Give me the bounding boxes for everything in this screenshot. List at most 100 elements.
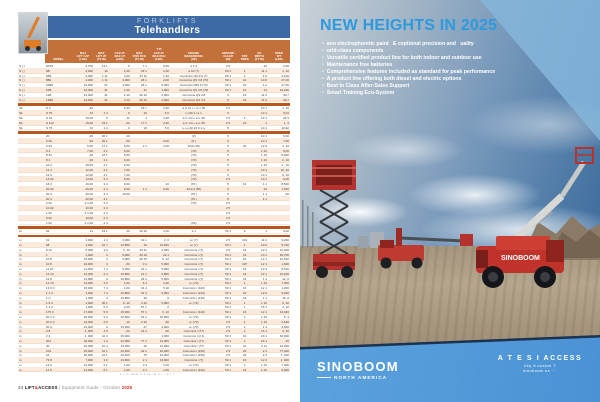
table-cell: ,00 bbox=[125, 329, 130, 334]
table-cell: 12 0 bbox=[261, 290, 267, 295]
table-row: Sk S 2 ,40 6,43 19 1 2,20 a C 14 i + a i+ 50 2 … bbox=[18, 106, 290, 112]
table-cell: 2 5 bbox=[225, 329, 231, 334]
table-cell: 1, 10 bbox=[282, 143, 289, 148]
table-cell: 5 bbox=[128, 64, 130, 68]
table-cell: Cummins QS 3.8 (70) bbox=[179, 87, 209, 92]
table-cell: 7 ,400 bbox=[280, 353, 289, 358]
table-cell: 10 0 bbox=[261, 78, 267, 83]
table-cell: 22 1 bbox=[163, 252, 169, 257]
table-cell: 3 0 bbox=[103, 247, 108, 252]
table-cell: 1 bbox=[243, 324, 246, 329]
table-cell: 27,00 bbox=[281, 78, 289, 83]
table-cell: 10 10 bbox=[139, 229, 147, 234]
table-cell: a i (7) bbox=[189, 238, 198, 243]
table-cell: 30 10 bbox=[139, 92, 147, 97]
table-cell: 1 bbox=[243, 362, 246, 367]
table-cell: 6 1 bbox=[142, 281, 147, 286]
table-cell: m bbox=[19, 305, 22, 310]
table-cell: 10,00 bbox=[85, 115, 93, 120]
table-cell: 11 1 bbox=[261, 68, 267, 73]
table-cell: 14,000 bbox=[120, 343, 130, 348]
table-cell: 10 bbox=[143, 125, 147, 130]
table-cell: 12 10 bbox=[46, 271, 54, 276]
table-cell: 20 10 bbox=[139, 252, 147, 257]
table-cell: 20 4 bbox=[46, 196, 52, 201]
table-cell: 16, 0 bbox=[282, 295, 289, 300]
table-cell: Cummins i (7) bbox=[184, 252, 204, 257]
table-cell: 2 4 bbox=[262, 353, 267, 358]
table-cell bbox=[18, 221, 45, 226]
table-cell: 24,000 bbox=[83, 324, 93, 329]
table-cell: S 10 bbox=[46, 115, 53, 120]
table-cell: 5,00 bbox=[163, 64, 169, 68]
table-cell: 50 1 bbox=[225, 343, 231, 348]
table-cell: 12,000 bbox=[159, 338, 169, 343]
table-cell: 20,00 bbox=[85, 191, 93, 196]
column-header: MAX LIFT CAP (LBS) bbox=[76, 51, 90, 62]
table-cell: 6,00 bbox=[123, 158, 130, 163]
table-cell: , 10 bbox=[163, 182, 169, 187]
table-cell: 5,700 bbox=[281, 242, 289, 247]
table-row: m 20 2 C 24,000 2 0 , 10 2 10 ,00 a i (73) 2 5 1 1… bbox=[18, 319, 290, 325]
table-cell: (70) bbox=[191, 167, 197, 172]
table-cell: 12, 0 bbox=[282, 276, 289, 281]
table-cell: m bbox=[19, 324, 22, 329]
table-cell: 20 bbox=[242, 353, 247, 358]
table-cell: 16 bbox=[242, 92, 247, 97]
table-cell: 67 1 bbox=[141, 305, 147, 310]
table-cell: 10 bbox=[242, 343, 247, 348]
table-cell: 31 4 bbox=[141, 286, 147, 291]
table-cell: 50 1 bbox=[225, 262, 231, 267]
table-cell: 30,000 bbox=[83, 338, 93, 343]
table-cell: 0 bbox=[167, 305, 169, 310]
table-cell: Cummins i (7) bbox=[184, 257, 204, 262]
table-row: S ( ) 6B2 4,000 1 11 4,00 27 11 1,10 Cummins QS… bbox=[18, 73, 290, 79]
table-cell: 77,400 bbox=[279, 348, 289, 353]
table-cell: a i (73) bbox=[189, 362, 199, 367]
table-cell: 1 bbox=[46, 252, 48, 257]
table-cell: 5 bbox=[227, 111, 229, 116]
table-row: m 73 8 7,000 3 0 13,600 2 1 13,600 Cummins i (7… bbox=[18, 358, 290, 363]
table-cell: 19 1 bbox=[141, 106, 147, 111]
table-cell: 20 3 bbox=[46, 191, 52, 196]
table-cell: 1 bbox=[145, 115, 147, 120]
table-cell: Cummins i (7) bbox=[184, 247, 204, 252]
footer-guide-text: | Equipment Guide - October bbox=[59, 385, 122, 390]
feature-bullet: • Comprehensive features included as stan… bbox=[322, 69, 584, 75]
table-cell: 12 1 bbox=[261, 271, 267, 276]
table-row: 6 34 5,00 17 1 6,00 2 1 2,00 6/10 (10) 5 20 13 0 1… bbox=[18, 143, 290, 149]
table-cell: 4,000 bbox=[85, 238, 93, 243]
table-cell: ,00 bbox=[164, 319, 169, 324]
table-cell: 16 bbox=[242, 271, 247, 276]
table-cell: 10 1 bbox=[261, 252, 267, 257]
table-cell: 4,000 bbox=[85, 73, 93, 78]
column-header: OPER WT (LBS) bbox=[274, 51, 283, 62]
table-row: m 1 C 1,000 4 10,800 30 0 Cummins i (120) 50 1 16… bbox=[18, 295, 290, 301]
table-cell: 1 bbox=[243, 300, 246, 305]
table-cell: 50 1 bbox=[225, 87, 231, 92]
table-cell bbox=[238, 126, 250, 131]
table-cell: 25,700 bbox=[279, 252, 289, 257]
table-row: Sk S 75 ,72 1 4 , 0 10 5 0 i+i 90 1 i a i i 5 10 … bbox=[18, 111, 290, 116]
table-cell: ,00 bbox=[164, 329, 169, 334]
table-cell: ,00 bbox=[284, 191, 289, 196]
table-cell: 0 1 bbox=[142, 262, 147, 267]
table-cell: 2 1 bbox=[103, 158, 108, 163]
table-cell: 10 bbox=[143, 111, 147, 116]
table-cell: Cummins i (120) bbox=[182, 286, 205, 291]
table-cell: 5,000 bbox=[161, 266, 169, 271]
bullet-icon: • bbox=[322, 48, 324, 54]
table-cell: 2 1,00 bbox=[84, 220, 93, 225]
table-cell: m bbox=[19, 242, 22, 247]
table-cell: 1,00 bbox=[123, 281, 130, 286]
table-cell: 10 7 bbox=[101, 242, 108, 247]
table-row: m 61 4,000 1 4 3,000 19 1 2 ,0 a i (7) 2 5 101 11 … bbox=[18, 238, 290, 243]
table-cell: 12,000 bbox=[83, 92, 93, 97]
region-text: NORTH AMERICA bbox=[334, 375, 388, 380]
table-cell: 50 1 bbox=[225, 266, 231, 271]
table-cell: a i (7) bbox=[189, 242, 198, 247]
table-cell: 12,00 bbox=[85, 172, 93, 177]
category-label: FORKLIFTS bbox=[136, 18, 198, 25]
table-cell: 5, 4 bbox=[283, 314, 289, 319]
table-cell: , 0 bbox=[126, 111, 130, 116]
